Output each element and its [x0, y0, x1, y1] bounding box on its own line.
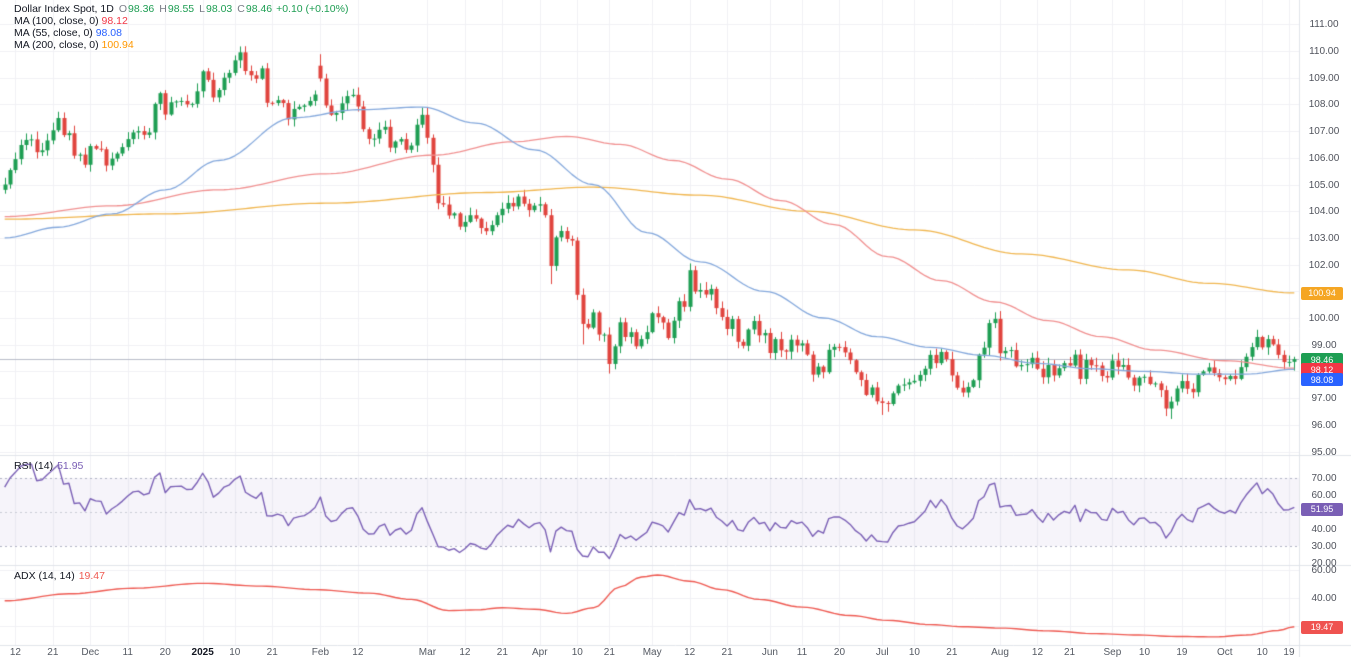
price-axis-label: 111.00	[1309, 19, 1339, 31]
price-axis-label: 40.00	[1311, 593, 1337, 605]
time-axis-label: Apr	[532, 647, 548, 657]
ohlc-key: L	[199, 3, 205, 15]
adx-legend-row[interactable]: ADX (14, 14) 19.47	[14, 570, 105, 582]
time-axis-label: 21	[946, 647, 958, 657]
time-axis-label: Feb	[311, 647, 330, 657]
price-axis-label: 108.00	[1308, 99, 1340, 111]
ohlc-value: 98.55	[167, 3, 195, 15]
ohlc-key: O	[118, 3, 127, 15]
time-axis-label: Jul	[875, 647, 889, 657]
rsi-label[interactable]: RSI (14)	[14, 460, 54, 472]
symbol-legend-row[interactable]: Dollar Index Spot, 1D O98.36 H98.55 L98.03 C…	[14, 4, 348, 15]
ma-legend-row[interactable]: MA (200, close, 0) 100.94	[14, 40, 348, 51]
ma-legend-row[interactable]: MA (100, close, 0) 98.12	[14, 16, 348, 27]
axis-price-badge: 100.94	[1301, 286, 1343, 300]
price-axis-label: 105.00	[1308, 179, 1340, 191]
change-value: +0.10 (+0.10%)	[276, 3, 349, 15]
price-axis-label: 99.00	[1311, 339, 1337, 351]
price-axis-label: 60.00	[1311, 565, 1337, 577]
price-axis-label: 97.00	[1311, 393, 1337, 405]
time-axis-label: 10	[1256, 647, 1268, 657]
price-axis-label: 103.00	[1308, 232, 1340, 244]
price-axis-label: 70.00	[1311, 472, 1337, 484]
time-axis-label: 12	[352, 647, 364, 657]
ma-legend-value: 98.08	[92, 27, 122, 39]
time-axis-label: 21	[721, 647, 733, 657]
axis-price-badge: 98.46	[1301, 353, 1343, 367]
rsi-legend-row[interactable]: RSI (14) 51.95	[14, 460, 83, 472]
time-axis-label: Sep	[1103, 647, 1122, 657]
time-axis-label: 21	[266, 647, 278, 657]
time-axis-label: 10	[571, 647, 583, 657]
axis-price-badge: 98.08	[1301, 373, 1343, 387]
price-axis-label: 107.00	[1308, 126, 1340, 138]
time-axis-label: 12	[459, 647, 471, 657]
time-axis-label: Dec	[81, 647, 100, 657]
price-axis-label: 100.00	[1308, 313, 1340, 325]
time-axis-label: 10	[908, 647, 920, 657]
time-axis-label: May	[642, 647, 662, 657]
rsi-value: 51.95	[57, 460, 84, 472]
price-axis-label: 110.00	[1309, 46, 1339, 57]
main-legend: Dollar Index Spot, 1D O98.36 H98.55 L98.03 C…	[14, 4, 348, 52]
price-axis-label: 95.00	[1311, 446, 1337, 458]
ma-legend-label: MA (100, close, 0)	[14, 15, 99, 27]
symbol-title[interactable]: Dollar Index Spot, 1D	[14, 3, 114, 15]
time-axis-label: Jun	[761, 647, 778, 657]
time-axis-label: Aug	[991, 647, 1009, 657]
ma-legend-label: MA (55, close, 0)	[14, 27, 93, 39]
price-axis-label: 106.00	[1308, 152, 1340, 164]
price-axis-label: 40.00	[1311, 523, 1337, 535]
ma-legend-label: MA (200, close, 0)	[14, 39, 99, 51]
price-axis-label: 109.00	[1308, 72, 1340, 84]
price-axis-label: 30.00	[1311, 540, 1337, 552]
price-axis-label: 104.00	[1308, 206, 1340, 218]
time-axis-label: 20	[833, 647, 846, 657]
adx-label[interactable]: ADX (14, 14)	[14, 570, 75, 582]
time-axis-label: 2025	[191, 647, 214, 657]
ma-legend-value: 98.12	[98, 15, 128, 27]
time-axis-label: Mar	[418, 647, 437, 657]
time-axis-label: 21	[496, 647, 508, 657]
axis-price-badge: 19.47	[1301, 620, 1343, 634]
time-axis-label: 19	[1176, 647, 1188, 657]
ohlc-readout: O98.36 H98.55 L98.03 C98.46	[114, 3, 272, 15]
price-axis-label: 60.00	[1311, 489, 1337, 501]
time-axis-label: 11	[122, 647, 133, 657]
time-axis-label: 12	[684, 647, 696, 657]
ohlc-key: C	[237, 3, 245, 15]
time-axis-label: Oct	[1216, 647, 1233, 657]
time-axis-label: 12	[1031, 647, 1044, 657]
ma-legend-rows: MA (100, close, 0) 98.12 MA (55, close, 0…	[14, 16, 348, 51]
time-axis-label: 12	[9, 647, 21, 657]
time-axis-label: 19	[1283, 647, 1295, 657]
time-axis-label: 10	[1138, 647, 1151, 657]
ohlc-key: H	[159, 3, 167, 15]
ohlc-value: 98.03	[205, 3, 233, 15]
price-axis-label: 20.00	[1311, 557, 1337, 569]
time-axis-label: 21	[47, 647, 59, 657]
axis-price-badge: 98.12	[1301, 363, 1343, 377]
time-axis-label: 10	[229, 647, 241, 657]
ma-legend-value: 100.94	[98, 39, 134, 51]
ohlc-value: 98.36	[127, 3, 155, 15]
price-axis-label: 102.00	[1308, 259, 1340, 271]
ohlc-value: 98.46	[245, 3, 273, 15]
time-axis-label: 21	[603, 647, 615, 657]
time-axis-label: 20	[159, 647, 171, 657]
time-axis-label: 11	[796, 647, 808, 657]
time-axis-label: 21	[1064, 647, 1076, 657]
adx-value: 19.47	[78, 570, 105, 582]
price-axis-label: 96.00	[1311, 419, 1337, 431]
ma-legend-row[interactable]: MA (55, close, 0) 98.08	[14, 28, 348, 39]
axis-price-badge: 51.95	[1301, 502, 1343, 516]
